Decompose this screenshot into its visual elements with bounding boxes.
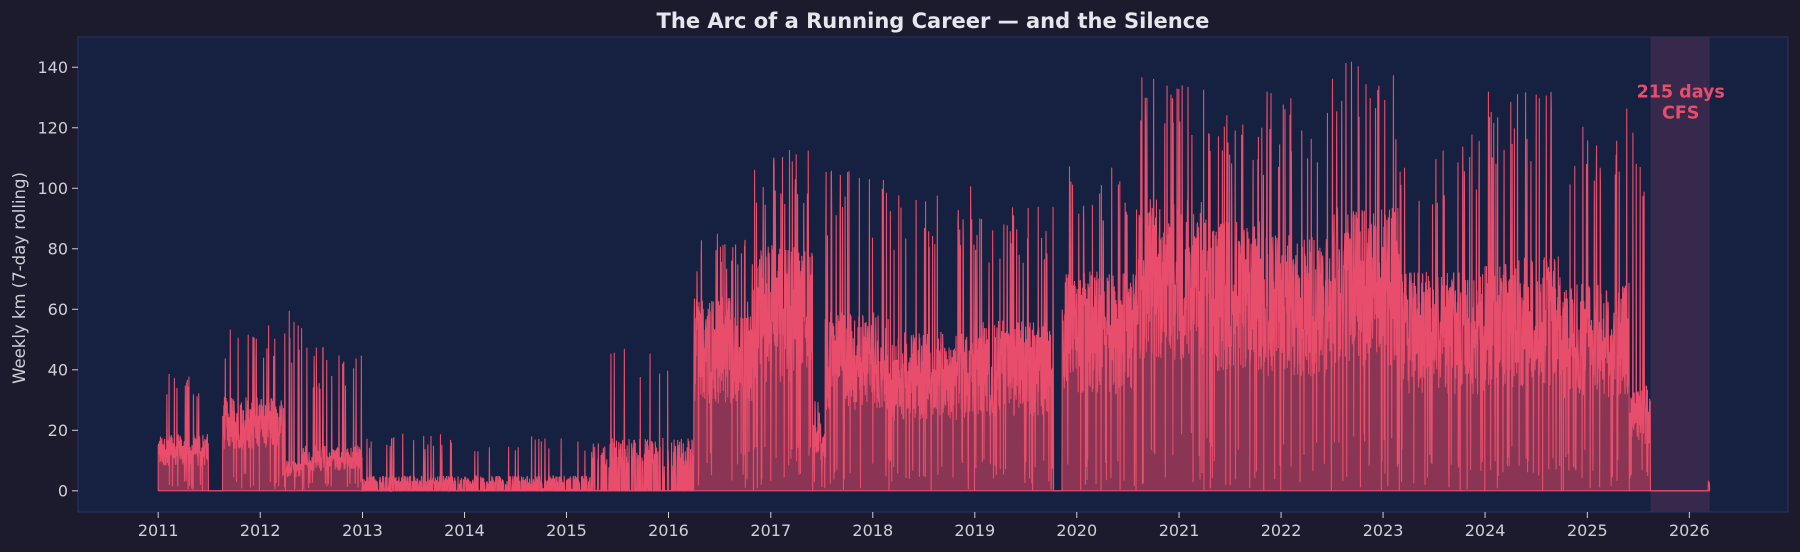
cfs-highlight-span	[1650, 37, 1710, 512]
x-tick-label: 2018	[852, 521, 893, 540]
y-tick-label: 80	[48, 239, 68, 258]
x-tick-label: 2016	[648, 521, 689, 540]
x-tick-label: 2015	[546, 521, 587, 540]
y-tick-label: 20	[48, 421, 68, 440]
chart-title: The Arc of a Running Career — and the Si…	[657, 9, 1210, 33]
y-tick-label: 120	[37, 118, 68, 137]
y-tick-label: 140	[37, 58, 68, 77]
y-tick-label: 60	[48, 300, 68, 319]
annotation-text: CFS	[1662, 104, 1699, 124]
x-tick-label: 2021	[1159, 521, 1200, 540]
y-tick-label: 40	[48, 360, 68, 379]
annotation-text: 215 days	[1637, 83, 1725, 103]
x-tick-label: 2017	[750, 521, 791, 540]
y-tick-label: 0	[58, 481, 68, 500]
x-tick-label: 2011	[138, 521, 179, 540]
y-tick-label: 100	[37, 179, 68, 198]
x-tick-label: 2023	[1363, 521, 1404, 540]
y-axis-label: Weekly km (7-day rolling)	[10, 172, 29, 384]
x-tick-label: 2019	[954, 521, 995, 540]
x-tick-label: 2026	[1669, 521, 1710, 540]
x-tick-label: 2014	[444, 521, 485, 540]
weekly-km-area	[158, 61, 1710, 491]
x-tick-label: 2020	[1056, 521, 1097, 540]
x-tick-label: 2024	[1465, 521, 1506, 540]
y-axis: 0 20 40 60 80 100 120 140	[37, 58, 78, 500]
x-tick-label: 2022	[1261, 521, 1302, 540]
x-tick-label: 2025	[1567, 521, 1608, 540]
x-axis: 2011 2012 2013 2014 2015 2016 2017 2018 2019 2020…	[138, 512, 1710, 540]
x-tick-label: 2012	[240, 521, 281, 540]
x-tick-label: 2013	[342, 521, 383, 540]
